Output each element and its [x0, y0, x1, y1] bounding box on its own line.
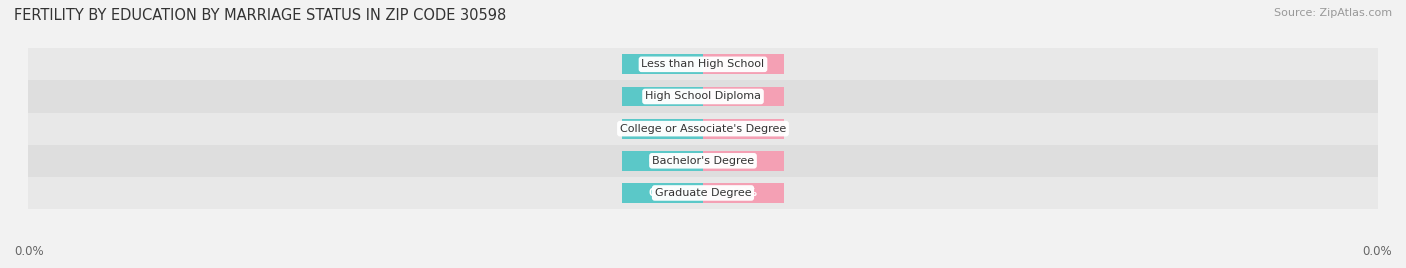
Text: 0.0%: 0.0%	[1362, 245, 1392, 258]
Text: 0.0%: 0.0%	[728, 156, 758, 166]
Text: High School Diploma: High School Diploma	[645, 91, 761, 102]
Text: FERTILITY BY EDUCATION BY MARRIAGE STATUS IN ZIP CODE 30598: FERTILITY BY EDUCATION BY MARRIAGE STATU…	[14, 8, 506, 23]
Text: Less than High School: Less than High School	[641, 59, 765, 69]
Text: Source: ZipAtlas.com: Source: ZipAtlas.com	[1274, 8, 1392, 18]
Bar	[28, 113, 1378, 145]
Bar	[703, 183, 785, 203]
Bar	[621, 151, 703, 171]
Text: 0.0%: 0.0%	[648, 59, 678, 69]
Bar	[28, 177, 1378, 209]
Text: Graduate Degree: Graduate Degree	[655, 188, 751, 198]
Text: 0.0%: 0.0%	[728, 124, 758, 134]
Text: 0.0%: 0.0%	[728, 91, 758, 102]
Text: 0.0%: 0.0%	[648, 124, 678, 134]
Bar	[703, 54, 785, 74]
Bar	[703, 119, 785, 139]
Bar	[621, 54, 703, 74]
Bar	[621, 87, 703, 106]
Bar	[28, 80, 1378, 113]
Text: 0.0%: 0.0%	[728, 188, 758, 198]
Bar	[703, 87, 785, 106]
Text: 0.0%: 0.0%	[648, 188, 678, 198]
Text: 0.0%: 0.0%	[14, 245, 44, 258]
Text: 0.0%: 0.0%	[648, 91, 678, 102]
Text: Bachelor's Degree: Bachelor's Degree	[652, 156, 754, 166]
Bar	[621, 119, 703, 139]
Text: 0.0%: 0.0%	[728, 59, 758, 69]
Bar	[28, 145, 1378, 177]
Bar	[621, 183, 703, 203]
Bar	[703, 151, 785, 171]
Bar	[28, 48, 1378, 80]
Text: 0.0%: 0.0%	[648, 156, 678, 166]
Text: College or Associate's Degree: College or Associate's Degree	[620, 124, 786, 134]
